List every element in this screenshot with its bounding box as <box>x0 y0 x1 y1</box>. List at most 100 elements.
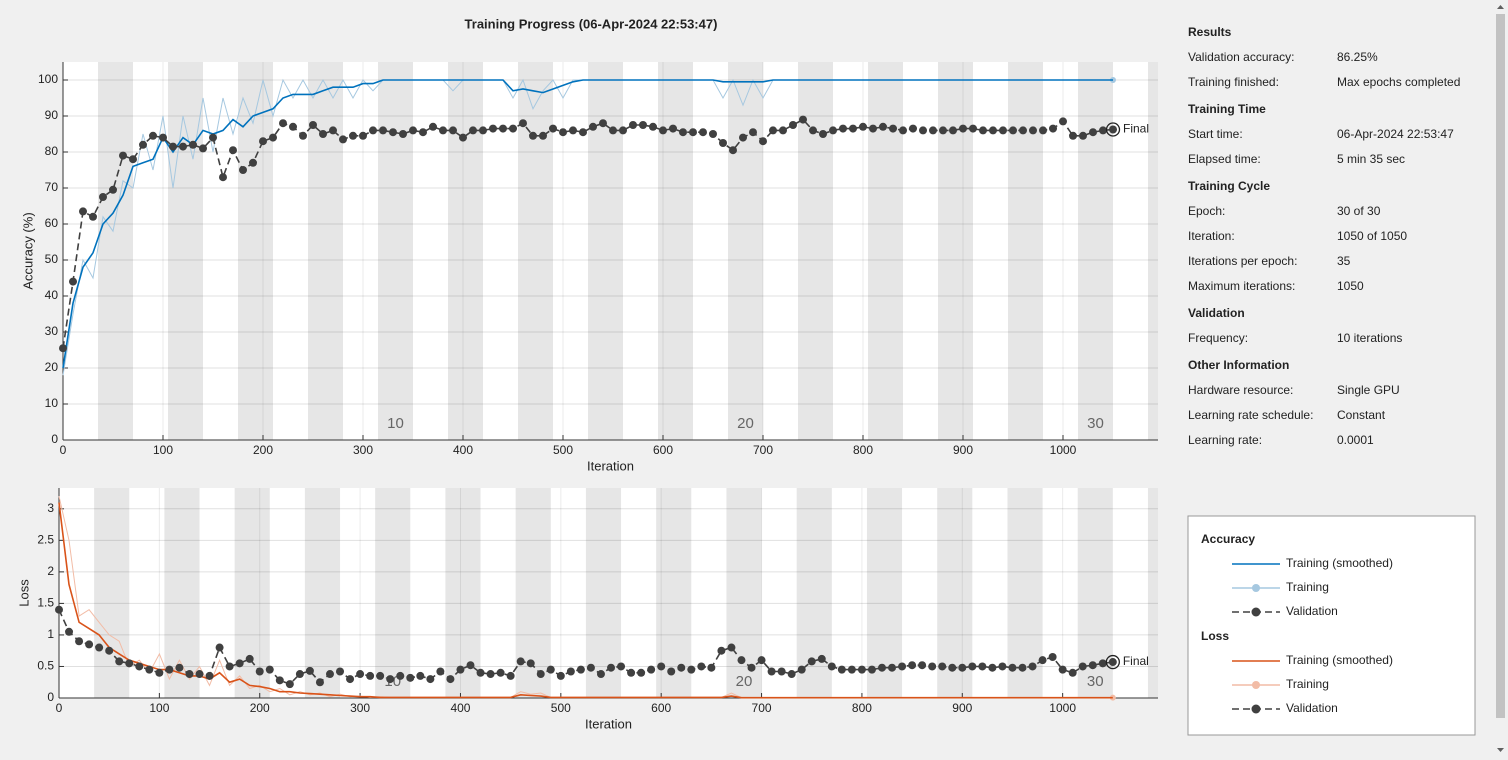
section-heading: Training Cycle <box>1188 179 1270 193</box>
epoch-band <box>1007 488 1043 698</box>
y-tick-label: 70 <box>45 180 59 194</box>
validation-point <box>539 131 547 140</box>
x-tick-label: 0 <box>56 701 63 715</box>
epoch-band <box>304 488 341 698</box>
x-tick-label: 1000 <box>1049 701 1076 715</box>
info-value: 10 iterations <box>1337 331 1402 345</box>
x-tick-label: 600 <box>651 701 671 715</box>
final-marker <box>1105 654 1120 670</box>
validation-point <box>366 671 375 680</box>
validation-point <box>978 662 987 671</box>
section-heading: Results <box>1188 25 1232 39</box>
y-tick-label: 20 <box>45 360 59 374</box>
scrollbar-thumb[interactable] <box>1496 14 1505 718</box>
validation-point <box>589 122 597 131</box>
x-axis-label: Iteration <box>587 458 634 473</box>
validation-point <box>546 665 555 674</box>
validation-point <box>299 131 307 140</box>
legend-label: Validation <box>1286 701 1338 715</box>
validation-point <box>129 155 137 164</box>
x-tick-label: 900 <box>952 701 972 715</box>
validation-point <box>859 122 867 131</box>
validation-point <box>289 122 297 131</box>
x-tick-label: 400 <box>450 701 470 715</box>
validation-point <box>159 133 167 142</box>
validation-point <box>135 662 144 671</box>
y-tick-label: 0 <box>47 690 54 704</box>
validation-point <box>429 122 437 131</box>
validation-point <box>619 126 627 135</box>
validation-point <box>229 146 237 155</box>
validation-point <box>869 124 877 133</box>
validation-point <box>999 126 1007 135</box>
epoch-band <box>445 488 481 698</box>
validation-point <box>969 124 977 133</box>
validation-point <box>85 640 94 649</box>
validation-point <box>807 657 816 666</box>
epoch-band <box>378 62 413 440</box>
validation-point <box>55 605 63 614</box>
legend-marker <box>1251 607 1261 617</box>
validation-point <box>787 670 796 679</box>
validation-line <box>62 118 1114 349</box>
validation-point <box>339 135 347 144</box>
legend-label: Training (smoothed) <box>1286 653 1393 667</box>
validation-point <box>529 131 537 140</box>
validation-point <box>125 659 134 668</box>
validation-point <box>697 662 706 671</box>
validation-point <box>727 643 736 652</box>
validation-point <box>456 665 465 674</box>
validation-point <box>777 667 786 676</box>
validation-point <box>75 637 84 646</box>
x-tick-label: 200 <box>250 701 270 715</box>
x-tick-label: 500 <box>551 701 571 715</box>
validation-point <box>556 671 565 680</box>
validation-point <box>719 139 727 147</box>
epoch-label: 30 <box>1087 673 1104 690</box>
validation-point <box>1068 668 1077 677</box>
legend-box <box>1187 515 1476 736</box>
validation-point <box>827 662 836 671</box>
validation-point <box>797 665 806 674</box>
epoch-band <box>98 62 133 440</box>
validation-point <box>908 661 917 670</box>
info-label: Hardware resource: <box>1188 383 1293 397</box>
info-label: Elapsed time: <box>1188 152 1261 166</box>
validation-point <box>596 670 605 679</box>
x-tick-label: 800 <box>853 443 873 457</box>
validation-point <box>245 654 254 663</box>
info-value: Constant <box>1337 408 1386 422</box>
validation-point <box>657 662 666 671</box>
legend-label: Training (smoothed) <box>1286 556 1393 570</box>
final-label: Final <box>1123 122 1149 136</box>
validation-point <box>346 675 355 684</box>
validation-point <box>275 676 284 685</box>
validation-point <box>639 121 647 129</box>
validation-point <box>69 277 77 286</box>
validation-point <box>739 133 747 142</box>
validation-point <box>569 126 577 135</box>
validation-point <box>809 126 817 135</box>
epoch-band <box>798 62 833 440</box>
validation-point <box>629 121 637 129</box>
validation-point <box>389 128 397 137</box>
validation-point <box>285 680 294 689</box>
epoch-band <box>308 62 343 440</box>
validation-point <box>1039 126 1047 135</box>
validation-point <box>857 665 866 674</box>
epoch-band <box>585 488 622 698</box>
validation-point <box>717 646 726 655</box>
validation-point <box>336 667 345 676</box>
validation-point <box>185 670 194 679</box>
validation-point <box>499 124 507 133</box>
validation-point <box>259 137 267 146</box>
x-tick-label: 300 <box>350 701 370 715</box>
info-label: Frequency: <box>1188 331 1248 345</box>
validation-point <box>496 668 505 677</box>
y-tick-label: 2 <box>47 564 54 578</box>
validation-point <box>667 667 676 676</box>
validation-point <box>486 670 495 679</box>
validation-point <box>767 667 776 676</box>
validation-point <box>406 673 415 682</box>
validation-point <box>409 126 417 135</box>
